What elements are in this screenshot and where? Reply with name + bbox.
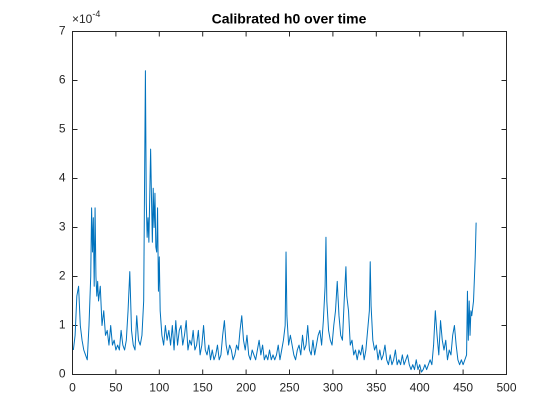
y-tick-label: 5 — [59, 122, 66, 136]
x-tick-label: 450 — [453, 381, 473, 395]
y-multiplier-base: ×10 — [72, 12, 93, 26]
y-tick-label: 4 — [59, 171, 66, 185]
x-tick-label: 50 — [109, 381, 123, 395]
y-tick-label: 7 — [59, 24, 66, 38]
x-tick-label: 200 — [236, 381, 256, 395]
y-tick-label: 3 — [59, 220, 66, 234]
y-tick-label: 6 — [59, 73, 66, 87]
x-tick-label: 250 — [279, 381, 299, 395]
y-multiplier: ×10-4 — [72, 9, 100, 26]
y-multiplier-exponent: -4 — [92, 9, 100, 19]
y-tick-label: 0 — [59, 367, 66, 381]
data-line — [72, 70, 477, 373]
x-tick-label: 350 — [366, 381, 386, 395]
x-tick-label: 100 — [149, 381, 169, 395]
x-tick-label: 400 — [410, 381, 430, 395]
chart-title: Calibrated h0 over time — [212, 11, 367, 27]
axes-box — [72, 31, 507, 375]
x-tick-label: 500 — [496, 381, 516, 395]
y-tick-label: 2 — [59, 269, 66, 283]
x-tick-label: 0 — [69, 381, 76, 395]
x-tick-label: 150 — [193, 381, 213, 395]
x-tick-label: 300 — [323, 381, 343, 395]
y-tick-label: 1 — [59, 318, 66, 332]
